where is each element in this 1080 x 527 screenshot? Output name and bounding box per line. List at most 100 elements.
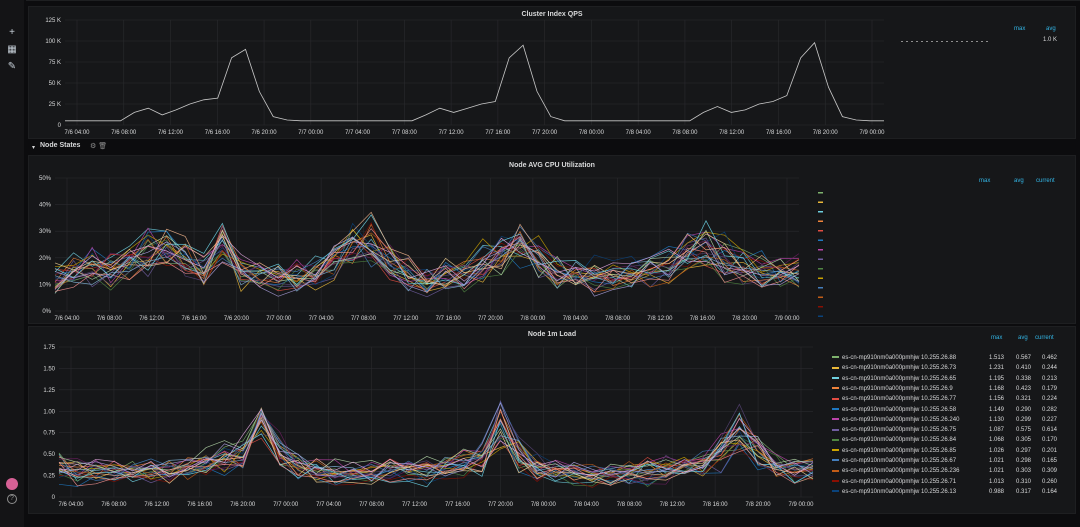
legend-max-value: 1.168 (988, 385, 1004, 392)
legend-current-value: 0.309 (1041, 468, 1057, 475)
legend-header-avg[interactable]: avg (1014, 178, 1024, 184)
legend-item[interactable]: es-cn-mp910nm0a000pmhjw 10.255.26.73 (832, 365, 956, 371)
panel-title[interactable]: Node AVG CPU Utilization (509, 162, 595, 169)
x-tick-label: 7/8 16:00 (703, 502, 729, 508)
legend-item[interactable]: es-cn-mp910nm0a000pmhjw 10.255.26.58 (832, 407, 956, 413)
legend-header-max[interactable]: max (1014, 26, 1026, 32)
row-collapse-chevron-icon[interactable]: ▾ (32, 145, 36, 151)
legend-header-current[interactable]: current (1035, 335, 1054, 341)
x-tick-label: 7/6 08:00 (101, 502, 127, 508)
legend-item[interactable]: es-cn-mp910nm0a000pmhjw 10.255.26.9 (832, 386, 953, 392)
legend-item[interactable]: es-cn-mp910nm0a000pmhjw 10.255.26.240 (832, 417, 959, 423)
legend-max-value: 1.195 (988, 375, 1004, 382)
legend-item[interactable]: es-cn-mp910nm0a000pmhjw 10.255.26.236 (832, 468, 959, 474)
x-tick-label: 7/8 00:00 (579, 130, 605, 136)
legend-header-avg[interactable]: avg (1018, 335, 1028, 341)
legend-swatch (832, 366, 839, 369)
legend-current-value: 0.179 (1041, 385, 1057, 392)
x-tick-label: 7/9 00:00 (774, 316, 800, 322)
legend-swatch (832, 449, 839, 452)
legend-item[interactable]: es-cn-mp910nm0a000pmhjw 10.255.26.77 (832, 396, 956, 402)
legend-current-value: 0.462 (1041, 355, 1057, 361)
series-line (54, 236, 800, 297)
legend-item[interactable]: es-cn-mp910nm0a000pmhjw 10.255.26.88 (832, 355, 956, 361)
legend-swatch (832, 387, 839, 390)
legend-swatch (832, 377, 839, 380)
legend-current-value: 0.260 (1041, 478, 1057, 485)
panel-node-cpu-utilization[interactable]: Node AVG CPU Utilization max avg current… (28, 155, 1076, 324)
legend-max-value: 1.068 (988, 437, 1004, 444)
legend-item[interactable]: es-cn-mp910nm0a000pmhjw 10.255.26.75 (832, 427, 956, 433)
panel-title[interactable]: Node 1m Load (527, 331, 577, 338)
x-tick-label: 7/7 16:00 (485, 130, 511, 136)
user-avatar-icon[interactable] (6, 478, 18, 490)
legend-max-value: 0.988 (988, 488, 1004, 495)
y-tick-label: 1.50 (43, 366, 55, 372)
legend-avg-value: 0.310 (1015, 478, 1031, 485)
legend-item[interactable]: es-cn-mp910nm0a000pmhjw 10.255.26.67 (832, 458, 956, 464)
x-tick-label: 7/8 12:00 (660, 502, 686, 508)
y-tick-label: 0.75 (43, 431, 55, 437)
x-tick-label: 7/7 12:00 (439, 130, 465, 136)
panel-title[interactable]: Cluster Index QPS (521, 11, 583, 18)
row-title-node-states[interactable]: Node States (40, 142, 81, 149)
side-menu: + ▦ ✎ ? (0, 0, 24, 527)
legend-series-name: es-cn-mp910nm0a000pmhjw 10.255.26.13 (842, 488, 957, 495)
x-tick-label: 7/8 20:00 (813, 130, 839, 136)
x-tick-label: 7/8 12:00 (647, 316, 673, 322)
legend-current-value: 0.227 (1041, 416, 1057, 423)
x-tick-label: 7/6 16:00 (205, 130, 231, 136)
legend-header-max[interactable]: max (991, 335, 1003, 341)
y-tick-label: 30% (39, 229, 52, 235)
y-tick-label: 0.50 (43, 452, 55, 458)
legend-dot (971, 41, 973, 42)
legend-item[interactable]: es-cn-mp910nm0a000pmhjw 10.255.26.71 (832, 479, 956, 485)
x-tick-label: 7/7 00:00 (266, 316, 292, 322)
legend-max-value: 1.231 (988, 365, 1004, 372)
legend-header-avg[interactable]: avg (1046, 26, 1056, 32)
y-tick-label: 0.25 (43, 474, 55, 480)
x-tick-label: 7/8 16:00 (766, 130, 792, 136)
legend-series-name: es-cn-mp910nm0a000pmhjw 10.255.26.85 (842, 447, 957, 454)
panel-cluster-index-qps[interactable]: Cluster Index QPS max avg 1.0 K 0 25 K 50 … (28, 6, 1076, 139)
legend-current-value: 0.282 (1041, 406, 1057, 413)
legend-swatch (818, 268, 823, 270)
dashboards-icon[interactable]: ▦ (7, 44, 17, 55)
series-line (54, 232, 800, 293)
legend-header-max[interactable]: max (979, 178, 991, 184)
row-settings-delete-icons[interactable]: ⚙ 🗑 (90, 143, 108, 150)
legend-max-value: 1.021 (988, 468, 1004, 475)
legend-swatch (832, 428, 839, 431)
legend-max-value: 1.149 (988, 406, 1004, 413)
legend-avg-value: 0.567 (1015, 355, 1031, 361)
series-line (54, 234, 800, 290)
x-tick-label: 7/6 04:00 (54, 316, 80, 322)
x-tick-label: 7/7 12:00 (393, 316, 419, 322)
legend-dot (966, 41, 968, 42)
legend-avg-value: 0.303 (1015, 468, 1031, 475)
x-tick-label: 7/6 20:00 (252, 130, 278, 136)
legend-item[interactable]: es-cn-mp910nm0a000pmhjw 10.255.26.65 (832, 376, 956, 382)
legend-swatch (832, 459, 839, 462)
top-divider (26, 0, 1080, 1)
x-tick-label: 7/6 16:00 (187, 502, 213, 508)
legend-item[interactable]: es-cn-mp910nm0a000pmhjw 10.255.26.84 (832, 437, 956, 443)
x-tick-label: 7/8 16:00 (690, 316, 716, 322)
legend-swatch (818, 287, 823, 289)
legend-item[interactable]: es-cn-mp910nm0a000pmhjw 10.255.26.13 (832, 489, 956, 495)
series-line (58, 412, 814, 482)
legend-item[interactable]: es-cn-mp910nm0a000pmhjw 10.255.26.85 (832, 448, 956, 454)
legend-avg-value: 0.317 (1015, 488, 1031, 495)
legend-max-value: 1.026 (988, 447, 1004, 454)
plus-icon[interactable]: + (9, 27, 15, 38)
x-tick-label: 7/7 08:00 (351, 316, 377, 322)
explore-icon[interactable]: ✎ (7, 61, 17, 72)
x-tick-label: 7/6 04:00 (64, 130, 90, 136)
legend-swatch (818, 249, 823, 251)
panel-node-1m-load[interactable]: Node 1m Load max avg current es-cn-mp910… (28, 326, 1076, 514)
qps-chart: 0 25 K 50 K 75 K 100 K 125 K 7/6 04:00 7/6 08:0… (45, 18, 988, 136)
legend-header-current[interactable]: current (1036, 178, 1055, 184)
legend-swatch (832, 480, 839, 483)
y-tick-label: 75 K (49, 60, 61, 66)
help-icon[interactable]: ? (7, 494, 17, 504)
